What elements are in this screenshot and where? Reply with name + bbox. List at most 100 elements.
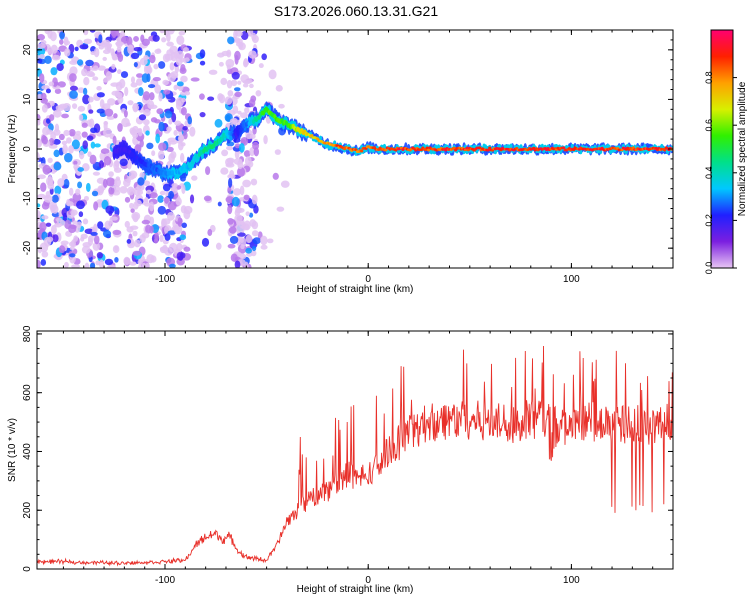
spectrogram-cell	[117, 123, 123, 132]
spectrogram-cell	[108, 186, 115, 195]
spectrogram-cell	[187, 116, 193, 125]
spectrogram-cell	[258, 63, 264, 69]
spectrogram-cell	[143, 202, 151, 207]
spectrogram-cell	[49, 100, 55, 107]
spectrogram-cell	[224, 96, 233, 105]
spectrogram-cell	[129, 225, 139, 230]
spectrogram-cell	[232, 188, 242, 196]
spectrogram-cell	[149, 54, 156, 64]
spectrogram-cell	[141, 262, 147, 268]
spectrogram-cell	[45, 222, 52, 227]
spectrogram-cell	[75, 188, 81, 196]
spectrogram-cell	[123, 109, 128, 118]
spectrogram-cell	[244, 107, 250, 114]
spectrogram-cell	[47, 182, 55, 190]
spectrogram-cell	[237, 80, 242, 85]
spectrogram-cell	[154, 84, 162, 94]
spectrogram-ridge-cell	[384, 148, 388, 152]
spectrogram-cell	[137, 87, 144, 97]
spectrogram-cell	[239, 253, 247, 260]
spectrogram-cell	[93, 201, 99, 211]
spectrogram-cell	[239, 142, 245, 153]
spectrogram-cell	[48, 81, 55, 87]
spectrogram-cell	[90, 231, 98, 236]
spectrogram-cell	[274, 149, 281, 155]
spectrogram-cell	[161, 218, 166, 228]
spectrogram-cell	[110, 82, 120, 87]
spectrogram-cell	[98, 160, 104, 169]
spectrogram-cell	[128, 170, 138, 179]
spectrogram-cell	[164, 53, 174, 61]
spectrogram-cell	[108, 151, 114, 158]
spectrogram-cell	[245, 247, 253, 254]
spectrogram-cell	[117, 95, 124, 104]
spectrogram-cell	[82, 94, 91, 105]
spectrogram-cell	[68, 187, 74, 196]
spectrogram-cell	[179, 57, 185, 63]
spectrogram-cell	[100, 148, 110, 155]
colorbar: 0.0 0.2 0.4 0.6 0.8 Normalized spectral ampl…	[704, 29, 748, 274]
spectrogram-cell	[105, 205, 115, 214]
spectrogram-cell	[180, 152, 185, 163]
spectrogram-cell	[142, 91, 151, 101]
spectrogram-cell	[251, 194, 258, 205]
spectrogram-cell	[181, 222, 188, 229]
spectrogram-cell	[227, 243, 236, 249]
spectrogram-cell	[243, 150, 251, 158]
spectrogram-cell	[275, 85, 283, 92]
spectrogram-cell	[167, 72, 177, 82]
spectrogram-cell	[132, 132, 139, 139]
spectrogram-cell	[115, 41, 124, 47]
spectrogram-cell	[97, 221, 104, 230]
spectrogram-cell	[86, 135, 94, 141]
spectrogram-cell	[251, 230, 259, 237]
spectrogram-cell	[244, 261, 249, 268]
spectrogram-cell	[272, 172, 279, 180]
spectrogram-cell	[245, 211, 250, 217]
spectrogram-cell	[64, 152, 73, 163]
spectrogram-cell	[226, 79, 233, 89]
spectrogram-cell	[280, 180, 290, 188]
spectrogram-cell	[207, 96, 215, 101]
spectrogram-cell	[169, 263, 176, 268]
spectrogram-cell	[61, 113, 69, 119]
spectrogram-cell	[137, 259, 143, 265]
spectrogram-cell	[179, 234, 187, 241]
spectrogram-cell	[37, 33, 46, 41]
spectrogram-cell	[90, 141, 96, 149]
spectrogram-cell	[39, 73, 45, 83]
spectrogram-cell	[132, 250, 141, 256]
snr-panel: -100 0 100 0 200 400 600 800 Height of straight…	[7, 325, 674, 595]
spectrogram-cell	[175, 100, 182, 110]
spectrogram-cell	[260, 235, 268, 246]
spectrogram-cell	[227, 204, 233, 215]
spectrogram-cell	[52, 109, 62, 118]
colorbar-label: Normalized spectral amplitude	[737, 81, 748, 216]
spectrogram-ridge-cell	[509, 143, 513, 149]
spectrogram-cell	[63, 178, 70, 189]
spectrogram-cell	[181, 184, 186, 195]
spectrogram-cell	[112, 229, 122, 236]
spectrogram-cell	[69, 85, 78, 92]
snr-y-tick-label: 400	[22, 443, 33, 460]
spectrogram-x-tick-label: 100	[563, 274, 580, 285]
spectrogram-cell	[37, 193, 46, 200]
spectrogram-cell	[153, 119, 161, 124]
spectrogram-cell	[104, 220, 112, 230]
spectrogram-y-tick-label: 10	[22, 93, 33, 105]
spectrogram-cell	[81, 245, 91, 254]
spectrogram-cell	[89, 30, 96, 33]
spectrogram-cell	[86, 119, 92, 127]
spectrogram-cell	[156, 48, 161, 53]
spectrogram-cell	[142, 180, 151, 187]
spectrogram-cell	[72, 220, 79, 225]
spectrogram-cell	[232, 105, 239, 114]
snr-plot-area	[37, 331, 673, 569]
spectrogram-cell	[231, 196, 240, 207]
spectrogram-cell	[136, 78, 143, 86]
spectrogram-cell	[92, 241, 101, 251]
spectrogram-cell	[167, 200, 177, 211]
spectrogram-cell	[37, 203, 41, 208]
spectrogram-cell	[71, 103, 78, 110]
